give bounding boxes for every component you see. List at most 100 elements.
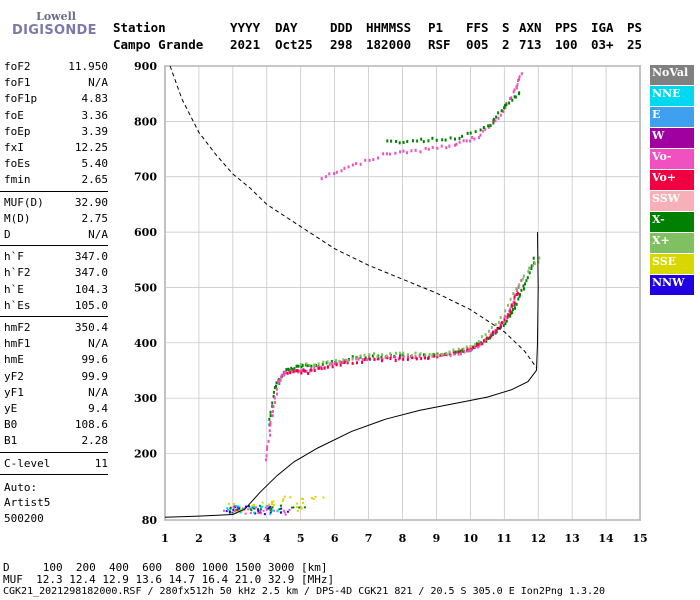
echo-point — [346, 361, 349, 365]
param-name: yF2 — [4, 369, 24, 383]
param-name: hmE — [4, 353, 24, 367]
echo-point — [524, 282, 527, 286]
echo-point — [347, 165, 350, 169]
echo-point — [325, 361, 328, 365]
echo-point — [424, 146, 427, 150]
echo-point — [359, 162, 362, 166]
echo-point — [372, 352, 375, 356]
echo-point — [270, 500, 273, 503]
echo-point — [235, 504, 238, 507]
echo-point — [510, 303, 513, 307]
echo-point — [458, 136, 461, 140]
echo-point — [493, 330, 496, 334]
echo-point — [377, 357, 380, 361]
echo-point — [320, 177, 323, 181]
echo-point — [239, 511, 242, 514]
echo-point — [402, 140, 405, 144]
echo-point — [504, 106, 507, 110]
echo-point — [335, 170, 338, 174]
echo-point — [448, 350, 451, 354]
echo-point — [427, 356, 430, 360]
echo-point — [516, 291, 519, 295]
echo-point — [268, 503, 271, 506]
echo-point — [275, 381, 278, 385]
echo-point — [466, 349, 469, 353]
echo-point — [480, 335, 483, 339]
echo-point — [414, 355, 417, 359]
param-name: hmF2 — [4, 321, 31, 334]
echo-point — [419, 150, 422, 154]
header-value-2: Oct25 — [275, 37, 313, 52]
echo-point — [333, 172, 336, 176]
echo-point — [390, 139, 393, 143]
echo-point — [279, 375, 282, 379]
echo-point — [422, 140, 425, 144]
echo-point — [264, 506, 267, 509]
echo-point — [289, 371, 292, 375]
echo-point — [367, 355, 370, 359]
echo-point — [397, 357, 400, 361]
echo-point — [410, 355, 413, 359]
echo-point — [270, 502, 273, 505]
echo-point — [320, 367, 323, 371]
echo-point — [326, 360, 329, 364]
echo-point — [469, 139, 472, 143]
echo-point — [503, 103, 506, 107]
echo-point — [494, 323, 497, 327]
echo-point — [296, 509, 299, 512]
echo-point — [496, 327, 499, 331]
echo-point — [399, 353, 402, 357]
echo-point — [487, 337, 490, 341]
echo-point — [511, 304, 514, 308]
echo-point — [229, 506, 232, 509]
echo-point — [420, 357, 423, 361]
header-value-11: 25 — [627, 37, 643, 52]
echo-point — [445, 353, 448, 357]
echo-point — [402, 149, 405, 153]
echo-point — [520, 279, 523, 283]
echo-point — [398, 351, 401, 355]
echo-point — [249, 512, 252, 515]
echo-point — [495, 115, 498, 119]
echo-point — [457, 350, 460, 354]
echo-point — [484, 333, 487, 337]
param-name: C-level — [4, 456, 51, 470]
echo-point — [290, 366, 293, 370]
echo-point — [273, 396, 276, 400]
plot-frame — [164, 65, 641, 521]
echo-point — [394, 351, 397, 355]
echo-point — [261, 501, 264, 504]
echo-point — [472, 345, 475, 349]
legend-e-swatch: E — [650, 107, 694, 127]
param-value: 4.83 — [81, 92, 109, 106]
echo-point — [501, 321, 504, 325]
echo-point — [428, 356, 431, 360]
param-value: 350.4 — [74, 321, 108, 334]
echo-point — [517, 297, 520, 301]
param-name: foE — [4, 108, 24, 122]
echo-point — [509, 307, 512, 311]
echo-point — [361, 358, 364, 362]
echo-point — [471, 346, 474, 350]
echo-point — [506, 315, 509, 319]
echo-point — [335, 361, 338, 365]
echo-point — [515, 85, 518, 89]
logo-digisonde: DIGISONDE — [12, 23, 97, 38]
echo-point — [286, 371, 289, 375]
echo-point — [482, 339, 485, 343]
echo-point — [506, 312, 509, 316]
echo-point — [270, 509, 273, 512]
echo-point — [507, 313, 510, 317]
param-row: h`F 347.0 — [4, 250, 108, 266]
echo-point — [282, 498, 285, 501]
autoscaling-info: Auto: — [4, 480, 38, 494]
echo-point — [433, 354, 436, 358]
echo-point — [466, 131, 469, 135]
echo-point — [523, 287, 526, 291]
legend-vo-swatch: Vo- — [650, 149, 694, 169]
echo-point — [477, 344, 480, 348]
echo-point — [410, 149, 413, 153]
echo-point — [277, 379, 280, 383]
echo-point — [232, 506, 235, 509]
echo-point — [266, 508, 269, 511]
